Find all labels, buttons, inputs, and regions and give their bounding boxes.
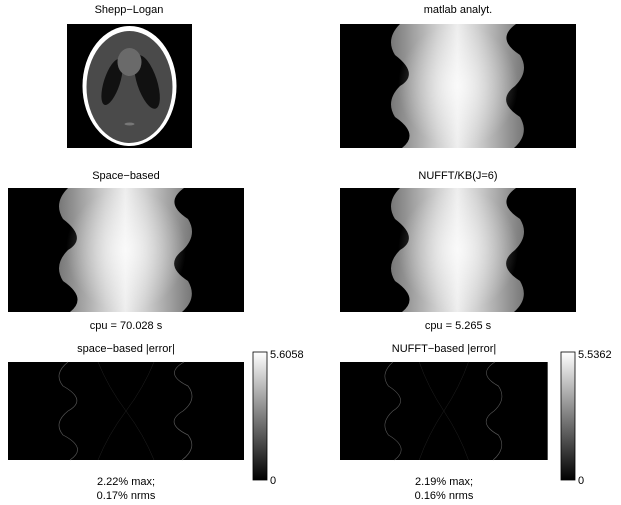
sinogram-analytic	[340, 24, 576, 148]
sinogram-space	[8, 188, 244, 312]
caption: 2.22% max;	[97, 476, 155, 488]
colorbar-label: 0	[270, 475, 276, 487]
panel-title: matlab analyt.	[424, 4, 492, 16]
panel-title: space−based |error|	[77, 343, 175, 355]
colorbar-label: 5.6058	[270, 349, 304, 361]
error-space	[7, 361, 245, 461]
panel-title: NUFFT−based |error|	[392, 343, 496, 355]
caption: 2.19% max;	[415, 476, 473, 488]
caption: 0.17% nrms	[97, 490, 156, 502]
caption: cpu = 70.028 s	[90, 320, 163, 332]
sinogram-nufft	[340, 188, 576, 312]
error-nufft	[339, 361, 549, 461]
colorbar-label: 5.5362	[578, 349, 612, 361]
colorbar-label: 0	[578, 475, 584, 487]
panel-title: Shepp−Logan	[95, 4, 164, 16]
colorbar	[560, 351, 576, 481]
caption: cpu = 5.265 s	[425, 320, 492, 332]
panel-title: NUFFT/KB(J=6)	[418, 170, 497, 182]
caption: 0.16% nrms	[415, 490, 474, 502]
panel-title: Space−based	[92, 170, 160, 182]
colorbar	[252, 351, 268, 481]
phantom	[67, 24, 192, 148]
